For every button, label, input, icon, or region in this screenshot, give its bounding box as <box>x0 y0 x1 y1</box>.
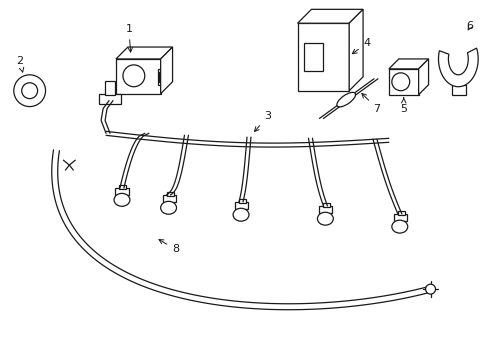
Text: 1: 1 <box>125 24 132 52</box>
Ellipse shape <box>317 212 333 225</box>
Text: 5: 5 <box>400 98 407 113</box>
Bar <box>119 185 126 189</box>
Circle shape <box>21 83 38 99</box>
Bar <box>388 69 418 95</box>
Text: 4: 4 <box>351 38 370 54</box>
Bar <box>116 59 161 94</box>
Ellipse shape <box>391 220 407 233</box>
Polygon shape <box>388 59 427 69</box>
Bar <box>157 69 165 85</box>
Text: 3: 3 <box>254 112 271 131</box>
Bar <box>166 192 173 196</box>
Bar <box>163 195 175 202</box>
Polygon shape <box>348 9 362 91</box>
Bar <box>235 202 247 209</box>
Circle shape <box>14 75 45 107</box>
Polygon shape <box>297 9 362 23</box>
Bar <box>393 214 406 221</box>
Bar <box>99 94 121 104</box>
Polygon shape <box>418 59 427 95</box>
Bar <box>105 81 115 95</box>
Ellipse shape <box>336 93 355 107</box>
Text: 2: 2 <box>16 56 24 72</box>
Bar <box>115 188 129 195</box>
Bar <box>158 72 163 82</box>
Text: 8: 8 <box>159 239 179 255</box>
Bar <box>319 206 332 213</box>
Circle shape <box>391 73 409 91</box>
Text: 6: 6 <box>466 21 473 31</box>
Circle shape <box>122 65 144 87</box>
Bar <box>451 85 466 95</box>
Bar <box>303 43 323 71</box>
Polygon shape <box>116 47 172 59</box>
Bar <box>297 23 348 91</box>
Ellipse shape <box>161 201 176 214</box>
Bar <box>397 211 404 215</box>
Polygon shape <box>438 48 477 87</box>
Circle shape <box>425 284 435 294</box>
Bar <box>323 203 330 207</box>
Polygon shape <box>161 47 172 94</box>
Ellipse shape <box>114 193 130 206</box>
Ellipse shape <box>233 208 248 221</box>
Text: 7: 7 <box>361 94 380 113</box>
Bar <box>239 199 245 203</box>
